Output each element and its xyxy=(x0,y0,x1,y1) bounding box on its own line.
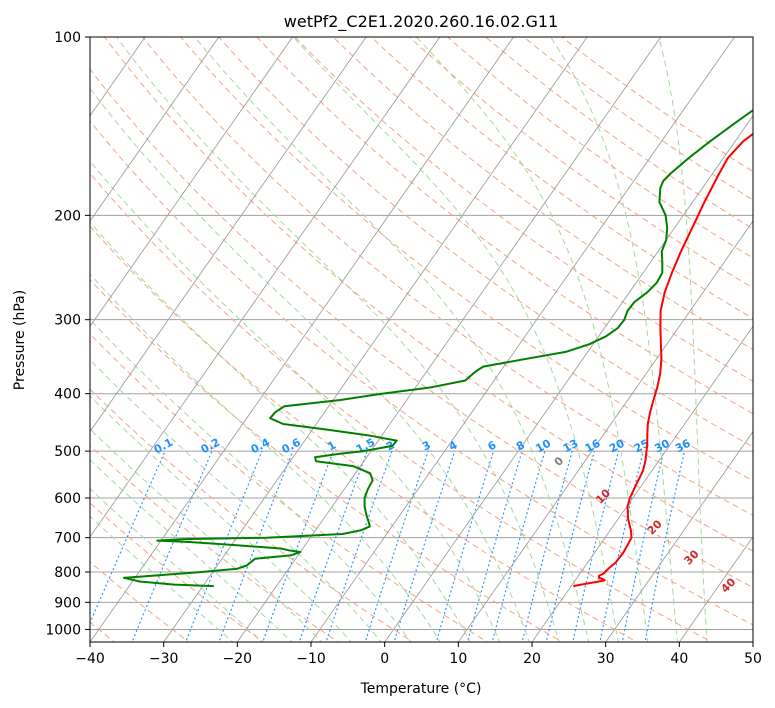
mixing-ratio-line-4 xyxy=(393,450,456,642)
dry-adiabat--20 xyxy=(90,502,265,642)
x-tick-label-0: 0 xyxy=(380,651,389,667)
mixing-ratio-line-30 xyxy=(621,450,665,642)
y-tick-label-200: 200 xyxy=(54,208,81,224)
y-tick-label-600: 600 xyxy=(54,491,81,507)
x-tick-label-30: 30 xyxy=(597,651,615,667)
mixing-ratio-label-36: 36 xyxy=(673,437,693,456)
temperature-profile-line xyxy=(573,132,753,588)
isotherm--50 xyxy=(90,37,441,538)
moist-adiabat-28 xyxy=(194,37,590,642)
moist-adiabat-36 xyxy=(415,37,649,642)
x-tick-label--30: −30 xyxy=(149,651,179,667)
dry-adiabat-150 xyxy=(408,37,753,289)
mixing-ratio-line-13 xyxy=(521,450,573,642)
moist-adiabat-40 xyxy=(550,37,678,642)
plot-frame xyxy=(89,36,754,643)
mixing-ratio-line-2 xyxy=(325,450,393,642)
x-tick-label--10: −10 xyxy=(296,651,326,667)
isotherm-10 xyxy=(457,220,753,642)
dry-adiabat-10 xyxy=(90,333,489,642)
y-tick-label-800: 800 xyxy=(54,565,81,581)
dry-adiabat-50 xyxy=(90,120,753,626)
isotherm--70 xyxy=(90,37,294,328)
y-tick-label-300: 300 xyxy=(54,313,81,329)
mixing-ratio-label-20: 20 xyxy=(607,437,627,456)
mixing-ratio-line-25 xyxy=(599,450,644,642)
dry-adiabat-110 xyxy=(256,37,753,415)
mixing-ratio-label-13: 13 xyxy=(561,437,581,456)
mixing-ratio-label-16: 16 xyxy=(583,437,603,456)
moist-adiabat--8 xyxy=(90,428,323,642)
dry-adiabat-40 xyxy=(90,172,713,642)
skewed-isotherms xyxy=(90,37,753,642)
mixing-ratio-line-3 xyxy=(364,450,429,642)
moist-adiabat-16 xyxy=(90,160,501,642)
mixing-ratio-line-16 xyxy=(545,450,595,642)
y-tick-label-900: 900 xyxy=(54,595,81,611)
dry-adiabat-100 xyxy=(218,37,753,448)
mixing-ratio-label-10: 10 xyxy=(533,437,553,456)
y-axis-title: Pressure (hPa) xyxy=(12,290,28,390)
mixing-ratio-line-1.5 xyxy=(298,450,368,642)
y-tick-label-1000: 1000 xyxy=(45,622,81,638)
isotherm--60 xyxy=(90,37,367,433)
dry-adiabat-60 xyxy=(90,68,753,589)
x-tick-label-40: 40 xyxy=(670,651,688,667)
x-tick-label-10: 10 xyxy=(449,651,467,667)
dry-adiabat-20 xyxy=(90,278,564,642)
moist-adiabat-4 xyxy=(90,318,412,642)
dewpoint-profile-line xyxy=(122,108,753,588)
dry-adiabat-140 xyxy=(370,37,753,320)
mixing-ratio-line-8 xyxy=(466,450,523,642)
moist-adiabat--4 xyxy=(90,395,352,642)
moist-adiabat-32 xyxy=(292,37,619,642)
mixing-ratio-line-6 xyxy=(435,450,495,642)
moist-adiabat-8 xyxy=(90,273,441,642)
x-axis: −40 −30 −20 −10 0 10 20 30 40 50 xyxy=(75,642,762,667)
moist-adiabat-44 xyxy=(658,37,708,642)
y-tick-label-500: 500 xyxy=(54,444,81,460)
dry-adiabat-30 xyxy=(90,225,639,642)
plot-area: 0.10.20.40.611.52346810131620253036-100-… xyxy=(90,37,753,642)
dry-adiabats xyxy=(90,37,753,642)
y-tick-label-700: 700 xyxy=(54,531,81,547)
isotherm-20 xyxy=(531,325,753,642)
moist-adiabats xyxy=(90,37,708,642)
mixing-ratio-label-30: 30 xyxy=(652,437,672,456)
chart-title: wetPf2_C2E1.2020.260.16.02.G11 xyxy=(284,12,558,32)
mixing-ratio-line-10 xyxy=(491,450,546,642)
mixing-ratio-line-20 xyxy=(572,450,620,642)
mixing-ratio-lines xyxy=(90,450,686,642)
isotherm--30 xyxy=(163,37,588,642)
moist-adiabat-0 xyxy=(90,358,382,642)
moist-adiabat-24 xyxy=(116,37,560,642)
moist-adiabat--12 xyxy=(90,459,293,642)
y-tick-label-400: 400 xyxy=(54,387,81,403)
mixing-ratio-line-1 xyxy=(262,450,334,642)
isotherm-40 xyxy=(678,535,753,642)
x-tick-label--20: −20 xyxy=(223,651,253,667)
moist-adiabat-12 xyxy=(90,221,471,642)
isotherm--20 xyxy=(236,37,662,642)
x-tick-label-50: 50 xyxy=(744,651,762,667)
mixing-ratio-line-0.1 xyxy=(90,450,166,625)
x-tick-label-20: 20 xyxy=(523,651,541,667)
isotherm--10 xyxy=(310,37,736,642)
dry-adiabat--10 xyxy=(90,444,340,642)
profile-series xyxy=(122,108,753,588)
y-axis: 100 200 300 400 500 600 700 800 900 1000 xyxy=(45,30,90,638)
isotherm--80 xyxy=(90,37,220,222)
mixing-ratio-line-36 xyxy=(644,450,686,642)
y-tick-label-100: 100 xyxy=(54,30,81,46)
isotherm-30 xyxy=(605,430,753,642)
x-tick-label--40: −40 xyxy=(75,651,105,667)
x-axis-title: Temperature (°C) xyxy=(360,681,482,697)
moist-adiabat--16 xyxy=(90,488,264,642)
